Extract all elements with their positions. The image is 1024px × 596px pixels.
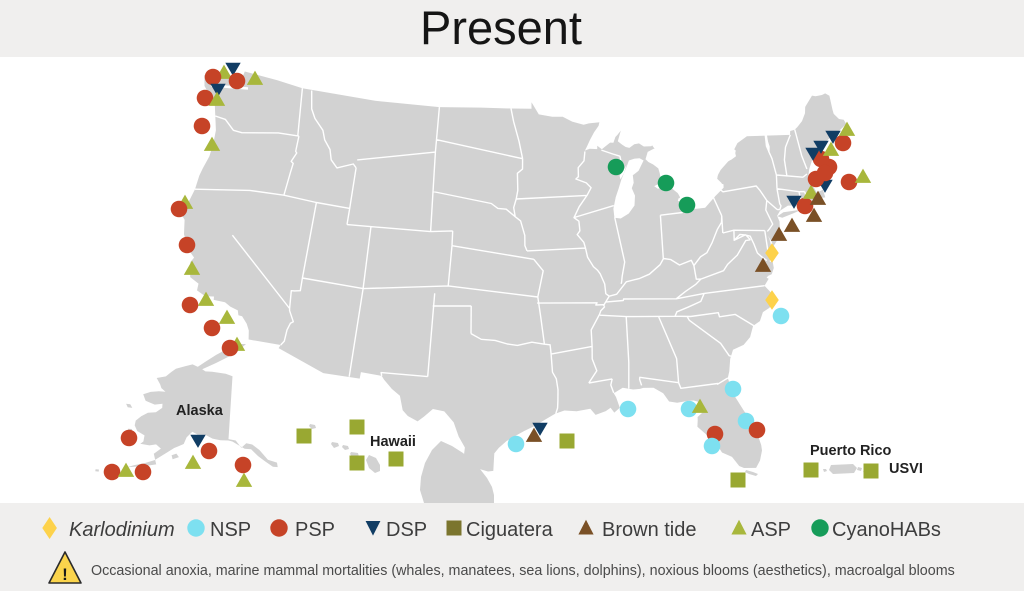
svg-text:Occasional anoxia, marine mamm: Occasional anoxia, marine mammal mortali… — [91, 563, 955, 579]
svg-text:Ciguatera: Ciguatera — [466, 519, 554, 541]
svg-text:!: ! — [62, 565, 68, 584]
svg-text:Alaska: Alaska — [176, 403, 224, 419]
svg-text:USVI: USVI — [889, 461, 923, 477]
svg-text:NSP: NSP — [210, 519, 251, 541]
svg-text:CyanoHABs: CyanoHABs — [832, 519, 941, 541]
svg-text:Karlodinium: Karlodinium — [69, 519, 175, 541]
svg-text:Puerto Rico: Puerto Rico — [810, 443, 892, 459]
svg-text:Hawaii: Hawaii — [370, 434, 416, 450]
svg-text:DSP: DSP — [386, 519, 427, 541]
svg-text:Brown tide: Brown tide — [602, 519, 697, 541]
svg-text:PSP: PSP — [295, 519, 335, 541]
svg-text:ASP: ASP — [751, 519, 791, 541]
